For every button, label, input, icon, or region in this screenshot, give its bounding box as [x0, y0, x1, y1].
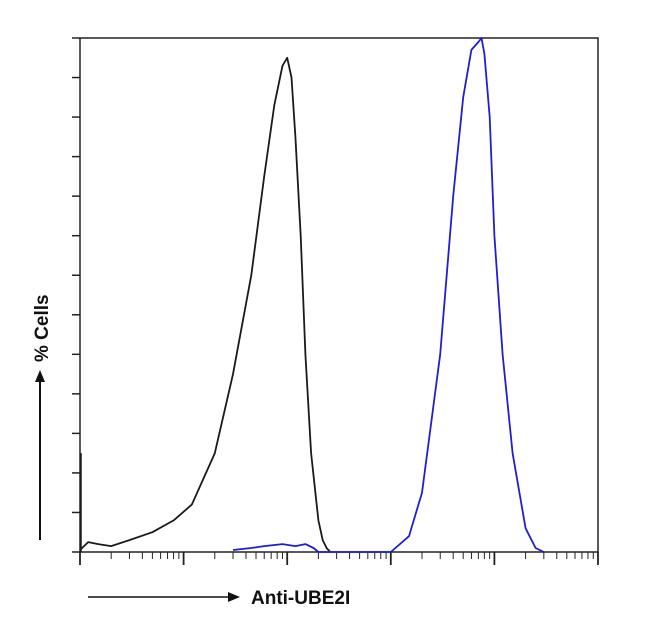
series-layer — [79, 37, 545, 553]
x-axis-ticks — [79, 552, 599, 565]
y-axis-label: % Cells — [32, 294, 53, 362]
x-axis-label: Anti-UBE2I — [251, 588, 350, 609]
plot-frame — [79, 37, 599, 553]
y-axis-arrow — [35, 370, 45, 540]
histogram-series-2 — [232, 37, 545, 553]
x-axis-arrow — [88, 592, 240, 602]
y-axis-ticks — [72, 37, 80, 553]
histogram-series-1 — [79, 56, 331, 553]
